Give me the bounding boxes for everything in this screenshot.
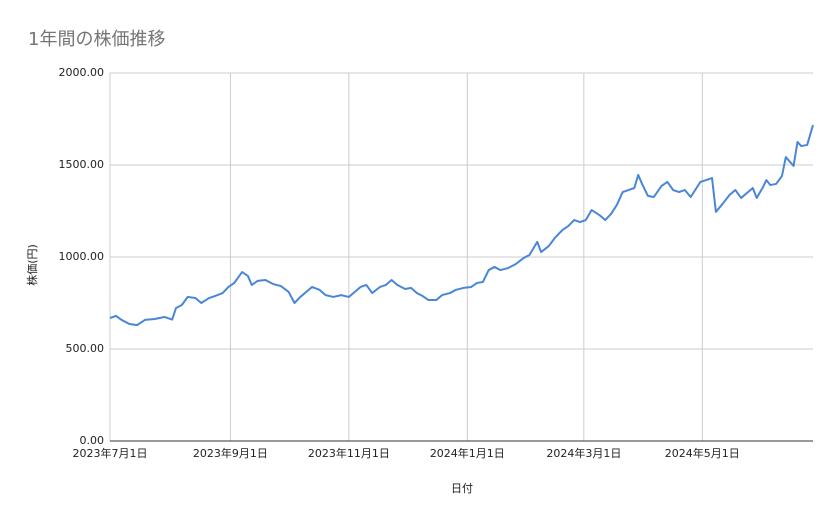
x-tick-label: 2024年1月1日: [430, 446, 505, 460]
y-tick-label: 1000.00: [59, 250, 105, 263]
y-tick-label: 1500.00: [59, 158, 105, 171]
y-axis-label: 株価(円): [25, 244, 39, 286]
y-tick-label: 0.00: [80, 434, 105, 447]
x-tick-label: 2023年9月1日: [193, 446, 268, 460]
x-tick-label: 2023年7月1日: [73, 446, 148, 460]
y-tick-label: 2000.00: [59, 66, 105, 79]
x-tick-label: 2024年5月1日: [665, 446, 740, 460]
x-tick-label: 2024年3月1日: [546, 446, 621, 460]
x-axis-label: 日付: [451, 482, 473, 495]
y-tick-label: 500.00: [66, 342, 105, 355]
chart-title: 1年間の株価推移: [28, 29, 165, 50]
x-tick-label: 2023年11月1日: [308, 446, 390, 460]
data-line: [109, 124, 814, 327]
